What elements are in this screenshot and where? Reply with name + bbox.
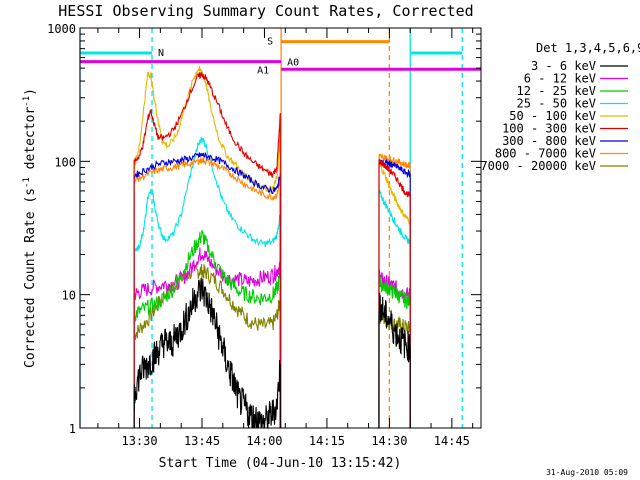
series-line [378, 153, 411, 429]
series-line [133, 230, 281, 429]
legend-label: 100 - 300 keV [502, 122, 596, 136]
series-line [378, 274, 411, 429]
series-line [133, 136, 281, 429]
series-line [378, 292, 411, 429]
chart-title: HESSI Observing Summary Count Rates, Cor… [58, 2, 473, 20]
legend-label: 7000 - 20000 keV [480, 159, 596, 173]
y-tick-label: 1000 [47, 22, 76, 36]
x-tick-label: 13:45 [184, 434, 220, 448]
date-stamp: 31-Aug-2010 05:09 [546, 468, 628, 477]
legend-label: 6 - 12 keV [524, 72, 596, 86]
y-axis-label: Corrected Count Rate (s-1 detector-1) [22, 88, 38, 368]
series-line [133, 157, 281, 429]
legend-label: 800 - 7000 keV [495, 147, 596, 161]
series-group [133, 65, 411, 430]
series-line [133, 71, 281, 429]
y-axis-label-exp1: -1 [22, 177, 32, 188]
series-line [378, 158, 411, 429]
y-axis-label-end: ) [23, 88, 38, 96]
legend-title: Det 1,3,4,5,6,9 [536, 41, 640, 55]
x-tick-label: 14:30 [371, 434, 407, 448]
series-line [378, 188, 411, 429]
legend-label: 12 - 25 keV [517, 84, 596, 98]
legend-label: 300 - 800 keV [502, 134, 596, 148]
x-axis: 13:30 13:45 14:00 14:15 14:30 14:45 [97, 28, 474, 448]
legend-label: 25 - 50 keV [517, 97, 596, 111]
flag-label-a1: A1 [257, 66, 269, 77]
y-axis-label-main: Corrected Count Rate (s [23, 188, 38, 368]
flag-label-a0: A0 [287, 57, 299, 68]
series-line [133, 247, 281, 429]
x-axis-label: Start Time (04-Jun-10 13:15:42) [159, 456, 402, 471]
series-line [133, 278, 281, 430]
flag-label-n: N [158, 48, 164, 59]
y-axis-label-mid: detector [23, 107, 38, 178]
y-tick-label: 1 [69, 422, 76, 436]
y-tick-label: 10 [62, 289, 76, 303]
y-axis: 1 10 100 1000 [47, 22, 481, 436]
flag-label-s: S [267, 37, 273, 48]
legend-label: 3 - 6 keV [531, 59, 596, 73]
x-tick-label: 13:30 [121, 434, 157, 448]
y-tick-label: 100 [54, 155, 76, 169]
x-tick-label: 14:00 [246, 434, 282, 448]
x-tick-label: 14:45 [434, 434, 470, 448]
series-line [133, 152, 281, 429]
plot-frame [79, 27, 482, 429]
legend-label: 50 - 100 keV [509, 109, 596, 123]
series-line [133, 263, 281, 429]
y-axis-label-exp2: -1 [22, 96, 32, 107]
x-tick-label: 14:15 [309, 434, 345, 448]
series-line [378, 160, 411, 429]
